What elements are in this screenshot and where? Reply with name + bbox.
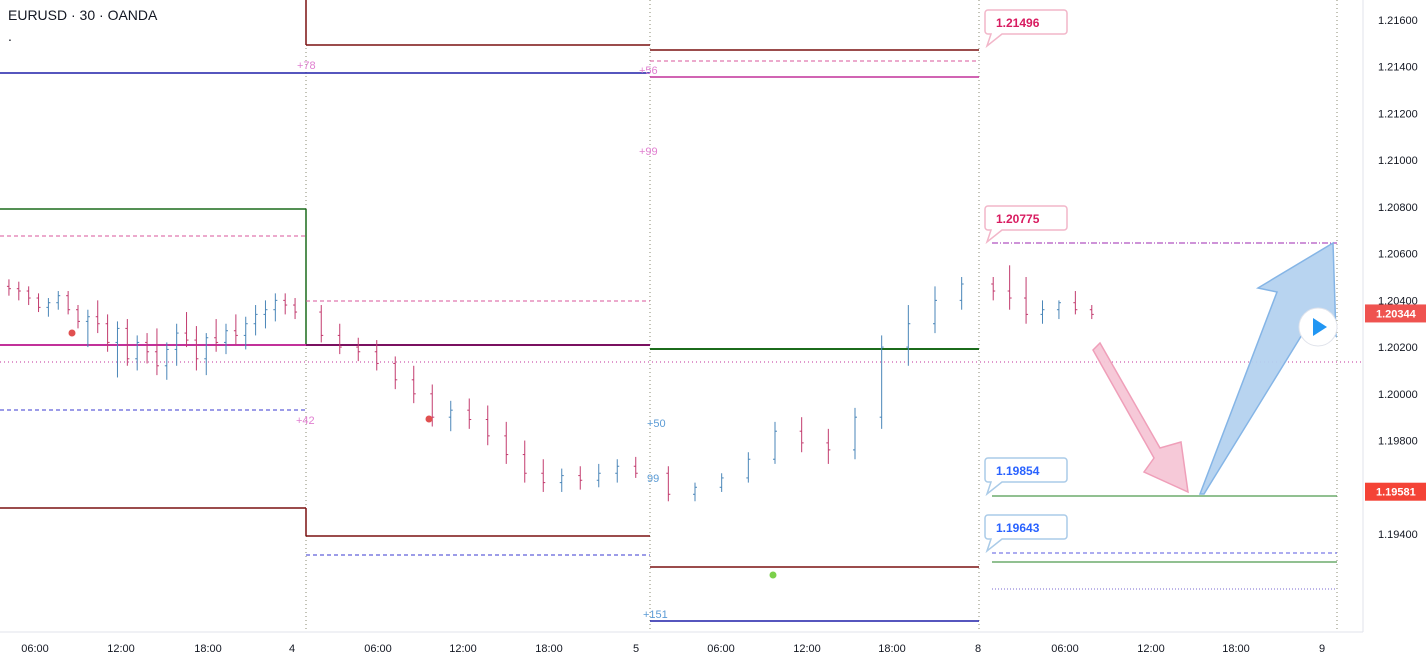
x-tick-label: 18:00 [1222, 643, 1250, 655]
signal-dot [769, 571, 777, 579]
price-callout-box [984, 205, 1068, 245]
price-callout-text: 1.21496 [996, 16, 1040, 30]
y-tick-label: 1.21000 [1378, 155, 1418, 167]
x-tick-label: 06:00 [707, 643, 735, 655]
price-callout-box [984, 514, 1068, 554]
level-offset-label: +99 [639, 146, 658, 158]
price-callout-text: 1.20775 [996, 212, 1040, 226]
y-tick-label: 1.20200 [1378, 342, 1418, 354]
price-axis-badge-text: 1.19581 [1376, 487, 1416, 499]
level-offset-label: +78 [297, 60, 316, 72]
x-tick-label: 12:00 [793, 643, 821, 655]
signal-dot [68, 329, 76, 337]
x-tick-label: 18:00 [878, 643, 906, 655]
signal-dot [425, 415, 433, 423]
price-callout-text: 1.19854 [996, 464, 1040, 478]
price-axis-badge [1365, 482, 1426, 501]
x-tick-label: 18:00 [535, 643, 563, 655]
y-tick-label: 1.21600 [1378, 15, 1418, 27]
x-tick-label: 12:00 [449, 643, 477, 655]
x-tick-label: 9 [1319, 643, 1325, 655]
level-offset-label: +56 [639, 65, 658, 77]
y-tick-label: 1.21200 [1378, 108, 1418, 120]
y-tick-label: 1.20800 [1378, 202, 1418, 214]
y-tick-label: 1.19400 [1378, 529, 1418, 541]
x-tick-label: 5 [633, 643, 639, 655]
price-callout-text: 1.19643 [996, 521, 1040, 535]
x-tick-label: 4 [289, 643, 295, 655]
x-tick-label: 06:00 [21, 643, 49, 655]
level-offset-label: +42 [296, 415, 315, 427]
y-tick-label: 1.20600 [1378, 249, 1418, 261]
y-tick-label: 1.21400 [1378, 62, 1418, 74]
symbol-title-extra: . [8, 28, 12, 44]
price-axis-badge [1365, 304, 1426, 323]
y-tick-label: 1.20400 [1378, 295, 1418, 307]
forecast-down-arrow [1092, 341, 1189, 494]
symbol-title: EURUSD · 30 · OANDA [8, 7, 158, 23]
play-icon [1313, 318, 1327, 336]
y-tick-label: 1.20000 [1378, 389, 1418, 401]
x-tick-label: 18:00 [194, 643, 222, 655]
x-tick-label: 12:00 [107, 643, 135, 655]
price-callout-box [984, 9, 1068, 49]
level-offset-label: +151 [643, 609, 668, 621]
x-tick-label: 12:00 [1137, 643, 1165, 655]
price-callout-box [984, 457, 1068, 497]
y-tick-label: 1.19800 [1378, 436, 1418, 448]
x-tick-label: 8 [975, 643, 981, 655]
x-tick-label: 06:00 [1051, 643, 1079, 655]
forecast-up-arrow [1198, 241, 1337, 495]
price-axis-badge-text: 1.20344 [1376, 308, 1417, 320]
level-offset-label: 99 [647, 473, 659, 485]
x-tick-label: 06:00 [364, 643, 392, 655]
level-offset-label: +50 [647, 418, 666, 430]
